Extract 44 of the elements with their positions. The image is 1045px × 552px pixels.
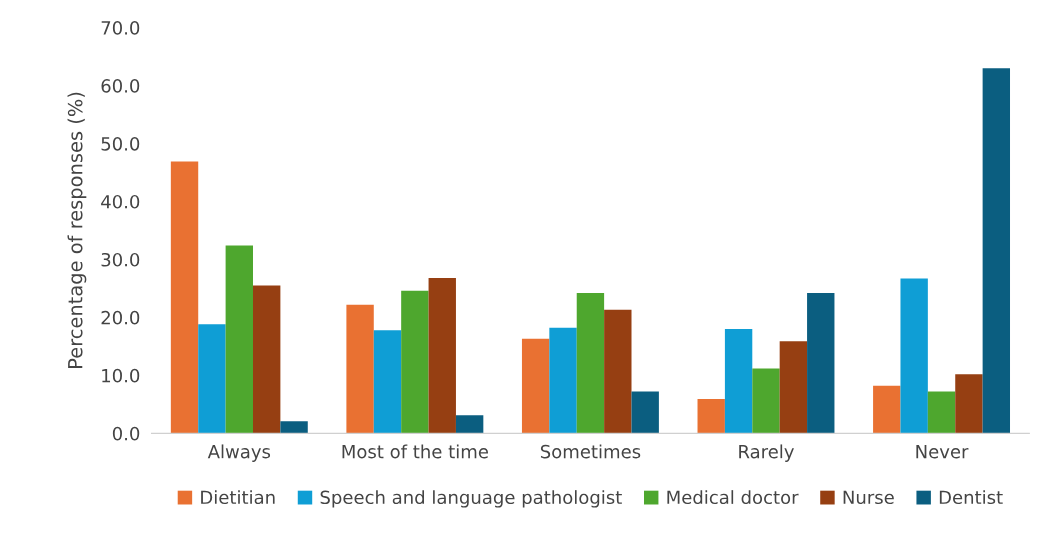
x-tick-label: Sometimes [540, 444, 641, 459]
y-tick-label: 10.0 [102, 368, 140, 383]
bar [253, 285, 281, 434]
bar [428, 277, 456, 434]
legend-label: Dentist [939, 490, 1003, 505]
bar [982, 68, 1011, 434]
x-tick-label: Never [916, 444, 969, 459]
bar [576, 293, 605, 434]
y-axis-title: Percentage of responses (%) [67, 92, 87, 368]
x-tick-label: Rarely [739, 444, 794, 462]
bar [900, 278, 928, 434]
bar [724, 328, 753, 434]
bar [198, 324, 226, 434]
bar [697, 399, 725, 434]
y-tick-label: 40.0 [101, 194, 140, 209]
bar [873, 385, 901, 434]
bar [927, 391, 956, 434]
bar [521, 338, 550, 434]
bar [779, 341, 808, 434]
bar [225, 245, 253, 434]
bar [280, 421, 308, 434]
bar [373, 330, 402, 434]
bar [955, 374, 983, 434]
bar [752, 368, 780, 434]
legend-label: Nurse [843, 490, 894, 505]
y-tick-label: 70.0 [101, 21, 140, 35]
y-tick-label: 60.0 [101, 79, 140, 93]
y-tick-label: 50.0 [101, 136, 140, 151]
bar [549, 327, 577, 434]
y-tick-label: 0.0 [112, 426, 140, 441]
bar [170, 161, 199, 434]
bar [455, 415, 484, 434]
legend-label: Medical doctor [667, 490, 799, 505]
legend-label: Speech and language pathologist [320, 490, 622, 508]
bar [807, 293, 835, 434]
bar [401, 290, 429, 434]
bar [631, 391, 659, 434]
y-tick-label: 20.0 [101, 310, 140, 325]
bar [346, 304, 374, 434]
x-tick-label: Most of the time [342, 444, 488, 459]
bar [604, 309, 632, 434]
x-tick-label: Always [207, 444, 271, 462]
legend-label: Dietitian [201, 490, 275, 505]
y-tick-label: 30.0 [101, 252, 140, 267]
